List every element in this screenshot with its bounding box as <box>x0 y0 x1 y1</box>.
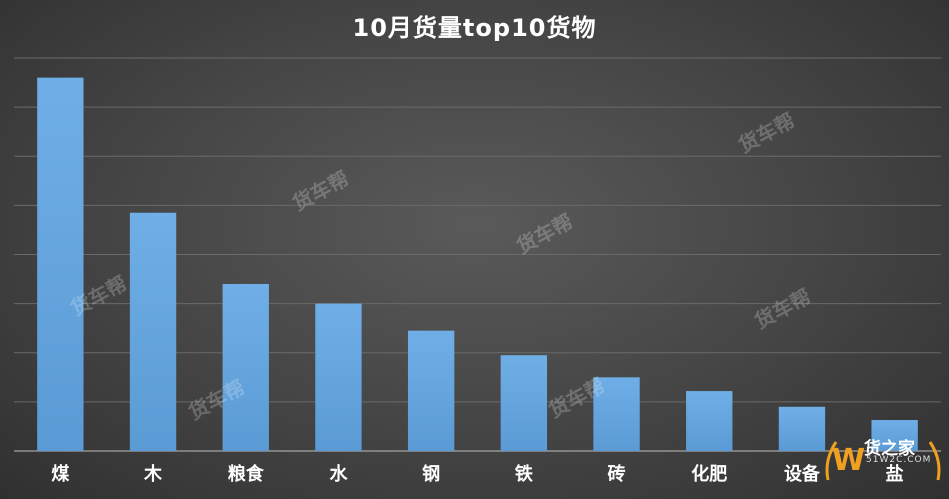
x-tick-label: 粮食 <box>228 463 265 485</box>
x-tick-label: 化肥 <box>691 463 727 485</box>
bar-4 <box>315 303 362 451</box>
bar-8 <box>686 391 733 451</box>
bar-1 <box>37 77 84 452</box>
x-tick-label: 铁 <box>515 463 533 485</box>
x-tick-label: 水 <box>329 463 348 485</box>
logo-icon: W <box>825 441 941 481</box>
chart-title: 10月货量top10货物 <box>352 14 597 42</box>
bars <box>37 77 918 452</box>
x-tick-labels: 煤 木 粮食 水 钢 铁 砖 化肥 设备 盐 <box>51 463 903 485</box>
x-tick-label: 钢 <box>422 463 440 485</box>
x-tick-label: 盐 <box>886 463 904 485</box>
bar-10 <box>871 420 918 451</box>
x-tick-label: 煤 <box>51 463 69 485</box>
x-tick-label: 设备 <box>784 463 821 485</box>
bar-6 <box>500 355 548 451</box>
x-tick-label: 木 <box>143 463 163 485</box>
bar-9 <box>778 406 826 451</box>
x-tick-label: 砖 <box>608 463 626 485</box>
logo-url: 51W2C.COM <box>866 455 932 465</box>
bar-7 <box>593 377 640 451</box>
bar-2 <box>129 212 177 451</box>
logo-name: 货之家 <box>864 439 915 459</box>
logo-letter: W <box>832 443 865 478</box>
bar-3 <box>222 283 269 451</box>
bar-5 <box>407 330 455 451</box>
